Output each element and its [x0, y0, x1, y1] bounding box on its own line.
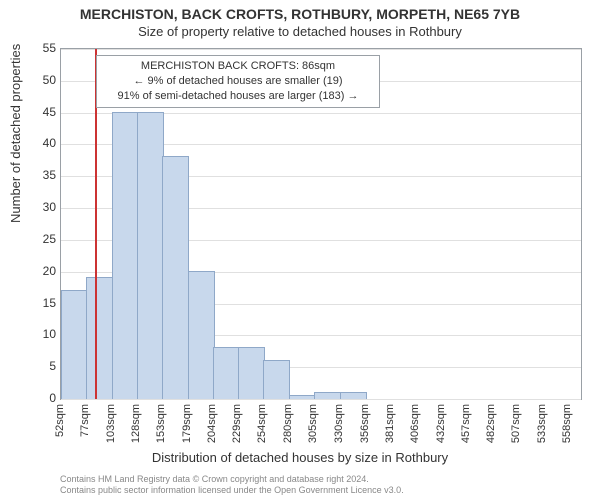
- histogram-chart: MERCHISTON, BACK CROFTS, ROTHBURY, MORPE…: [0, 0, 600, 500]
- annotation-box: MERCHISTON BACK CROFTS: 86sqm ← 9% of de…: [96, 55, 380, 108]
- x-tick-label: 558sqm: [561, 404, 573, 443]
- y-tick-label: 20: [26, 264, 56, 278]
- footer-line: Contains HM Land Registry data © Crown c…: [60, 474, 404, 485]
- x-tick-label: 229sqm: [231, 404, 243, 443]
- x-tick-label: 103sqm: [105, 404, 117, 443]
- x-tick-label: 381sqm: [384, 404, 396, 443]
- y-axis-label: Number of detached properties: [8, 44, 23, 223]
- y-tick-label: 40: [26, 136, 56, 150]
- y-tick-label: 15: [26, 296, 56, 310]
- annotation-line: MERCHISTON BACK CROFTS: 86sqm: [103, 59, 373, 74]
- x-tick-label: 507sqm: [510, 404, 522, 443]
- x-tick-label: 77sqm: [79, 404, 91, 437]
- grid-line: [61, 399, 581, 400]
- x-tick-label: 254sqm: [256, 404, 268, 443]
- footer-line: Contains public sector information licen…: [60, 485, 404, 496]
- x-tick-label: 482sqm: [485, 404, 497, 443]
- x-tick-label: 179sqm: [181, 404, 193, 443]
- y-tick-label: 5: [26, 359, 56, 373]
- histogram-bar: [314, 392, 341, 399]
- grid-line: [61, 49, 581, 50]
- annotation-line: 91% of semi-detached houses are larger (…: [103, 89, 373, 104]
- copyright-footer: Contains HM Land Registry data © Crown c…: [60, 474, 404, 496]
- x-tick-label: 305sqm: [307, 404, 319, 443]
- x-tick-label: 457sqm: [460, 404, 472, 443]
- x-axis-label: Distribution of detached houses by size …: [0, 450, 600, 465]
- y-tick-label: 55: [26, 41, 56, 55]
- x-tick-label: 432sqm: [435, 404, 447, 443]
- x-tick-label: 280sqm: [282, 404, 294, 443]
- x-tick-label: 204sqm: [206, 404, 218, 443]
- x-tick-label: 153sqm: [155, 404, 167, 443]
- x-tick-label: 406sqm: [409, 404, 421, 443]
- histogram-bar: [188, 271, 215, 399]
- histogram-bar: [238, 347, 265, 399]
- y-tick-label: 30: [26, 200, 56, 214]
- histogram-bar: [289, 395, 316, 399]
- annotation-line: ← 9% of detached houses are smaller (19): [103, 74, 373, 89]
- y-tick-label: 50: [26, 73, 56, 87]
- plot-area: MERCHISTON BACK CROFTS: 86sqm ← 9% of de…: [60, 48, 582, 400]
- histogram-bar: [340, 392, 367, 399]
- chart-title: MERCHISTON, BACK CROFTS, ROTHBURY, MORPE…: [0, 6, 600, 22]
- histogram-bar: [112, 112, 139, 399]
- chart-subtitle: Size of property relative to detached ho…: [0, 24, 600, 39]
- y-tick-label: 0: [26, 391, 56, 405]
- y-tick-label: 25: [26, 232, 56, 246]
- histogram-bar: [213, 347, 240, 399]
- histogram-bar: [162, 156, 189, 399]
- histogram-bar: [61, 290, 88, 399]
- histogram-bar: [263, 360, 290, 399]
- histogram-bar: [86, 277, 113, 399]
- histogram-bar: [137, 112, 164, 399]
- x-tick-label: 533sqm: [536, 404, 548, 443]
- x-tick-label: 52sqm: [54, 404, 66, 437]
- x-tick-label: 356sqm: [359, 404, 371, 443]
- x-tick-label: 128sqm: [130, 404, 142, 443]
- y-tick-label: 10: [26, 327, 56, 341]
- x-tick-label: 330sqm: [333, 404, 345, 443]
- y-tick-label: 35: [26, 168, 56, 182]
- y-tick-label: 45: [26, 105, 56, 119]
